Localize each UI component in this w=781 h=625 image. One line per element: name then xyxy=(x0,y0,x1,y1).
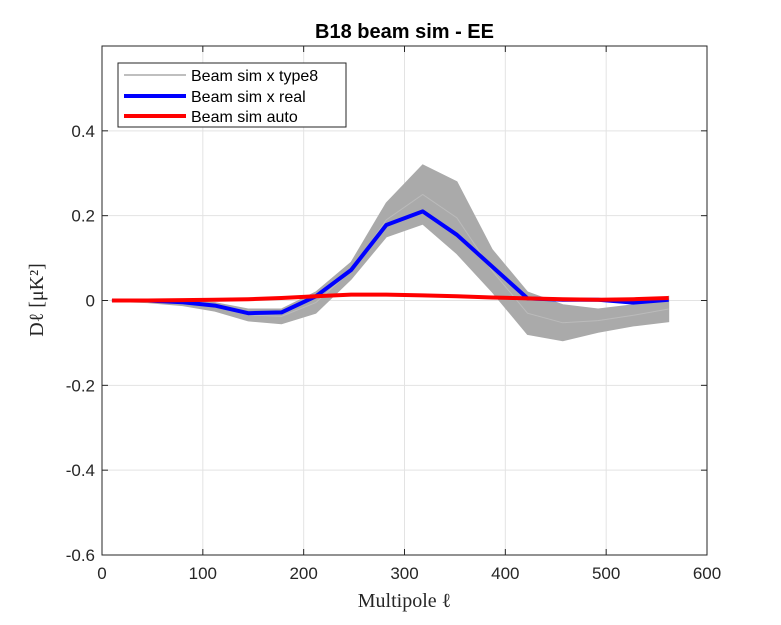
x-tick-label: 200 xyxy=(289,564,317,583)
y-tick-label: -0.4 xyxy=(66,461,95,480)
chart-title: B18 beam sim - EE xyxy=(315,21,494,43)
y-tick-label: 0.2 xyxy=(71,207,95,226)
series-layer xyxy=(112,209,669,316)
series-auto-line xyxy=(112,292,669,303)
y-tick-label: 0 xyxy=(86,292,95,311)
y-tick-label: -0.6 xyxy=(66,546,95,565)
legend-label-type8: Beam sim x type8 xyxy=(191,68,318,85)
y-axis-label: Dℓ [μK²] xyxy=(26,263,48,337)
y-tick-label: -0.2 xyxy=(66,376,95,395)
x-tick-label: 600 xyxy=(693,564,721,583)
legend-label-auto: Beam sim auto xyxy=(191,109,298,126)
x-tick-label: 0 xyxy=(97,564,106,583)
x-tick-label: 100 xyxy=(189,564,217,583)
legend-label-real: Beam sim x real xyxy=(191,89,306,106)
x-axis-label: Multipole ℓ xyxy=(358,590,451,612)
legend: Beam sim x type8 Beam sim x real Beam si… xyxy=(117,62,347,128)
y-tick-label: 0.4 xyxy=(71,122,95,141)
x-tick-label: 500 xyxy=(592,564,620,583)
x-tick-label: 300 xyxy=(390,564,418,583)
tick-layer: 0 100 200 300 400 500 600 -0.6 -0.4 -0.2 0 0.2 0.4 xyxy=(66,46,721,583)
x-tick-label: 400 xyxy=(491,564,519,583)
